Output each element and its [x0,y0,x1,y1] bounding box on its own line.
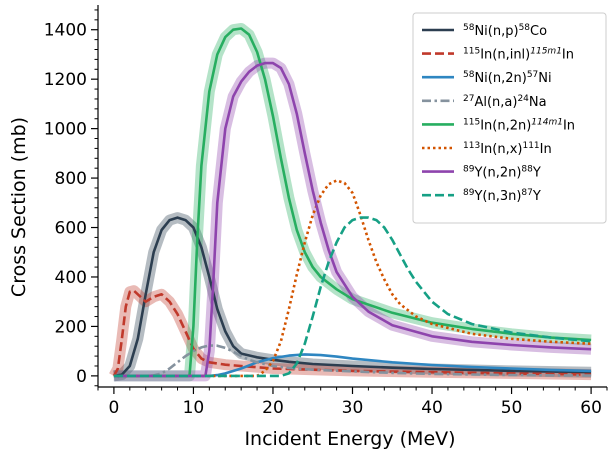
legend-label-2: 58Ni(n,2n)57Ni [463,70,552,86]
x-tick-label: 0 [108,398,119,418]
x-tick-label: 60 [580,398,602,418]
y-tick-label: 0 [76,367,87,387]
y-tick-label: 1200 [44,70,87,90]
x-tick-label: 20 [262,398,284,418]
y-tick-label: 800 [55,169,87,189]
x-axis-title: Incident Energy (MeV) [244,428,455,450]
y-tick-label: 1400 [44,21,87,41]
y-tick-label: 400 [55,268,87,288]
legend: 58Ni(n,p)58Co115In(n,inl)115m1In58Ni(n,2… [413,13,606,223]
x-tick-label: 40 [421,398,443,418]
y-tick-label: 200 [55,317,87,337]
x-tick-label: 10 [183,398,205,418]
x-tick-label: 50 [501,398,523,418]
y-tick-label: 1000 [44,120,87,140]
x-tick-label: 30 [342,398,364,418]
legend-label-0: 58Ni(n,p)58Co [463,23,547,39]
legend-label-3: 27Al(n,a)24Na [463,94,547,110]
y-axis-title: Cross Section (mb) [8,117,30,297]
y-tick-label: 600 [55,219,87,239]
